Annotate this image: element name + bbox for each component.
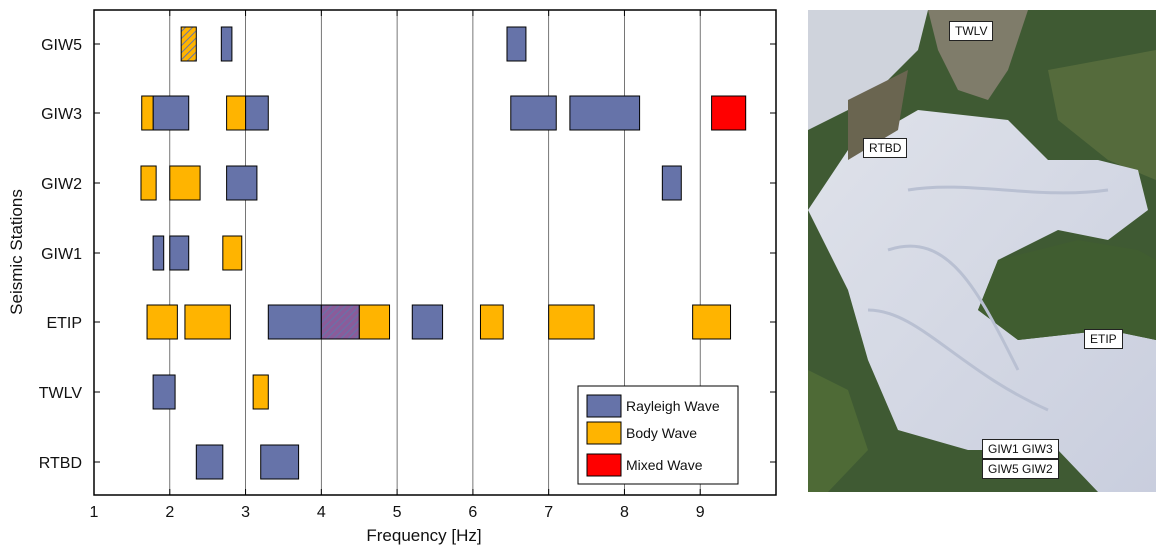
rayleigh-wave-bar — [506, 26, 527, 62]
rayleigh-legend-label: Rayleigh Wave — [626, 398, 720, 414]
rayleigh-legend-swatch — [586, 394, 622, 418]
body-wave-bar — [146, 304, 178, 340]
body-wave-bar — [226, 95, 247, 131]
x-tick-labels: 1 2 3 4 5 6 7 8 9 — [90, 504, 705, 521]
y-axis-title: Seismic Stations — [7, 189, 26, 315]
legend: Rayleigh Wave Body Wave Mixed Wave — [577, 385, 739, 485]
mixed-wave-bar — [711, 95, 747, 131]
x-axis-title: Frequency [Hz] — [366, 526, 481, 545]
x-tick-label: 3 — [241, 504, 250, 521]
rayleigh-wave-bar — [260, 444, 300, 480]
body-wave-bar — [141, 95, 154, 131]
mixed-legend-label: Mixed Wave — [626, 457, 703, 473]
body-legend-swatch — [586, 421, 622, 445]
glacier-map: TWLV RTBD ETIP GIW1 GIW3 GIW5 GIW2 — [808, 10, 1156, 492]
body-wave-bar — [479, 304, 504, 340]
body-wave-bar — [180, 26, 197, 62]
bars — [140, 26, 747, 480]
mixed-wave-bar — [320, 304, 360, 340]
rayleigh-wave-bar — [169, 235, 190, 271]
x-tick-label: 6 — [468, 504, 477, 521]
y-tick-label: GIW5 — [41, 37, 82, 54]
rayleigh-wave-bar — [245, 95, 269, 131]
x-tick-label: 2 — [165, 504, 174, 521]
map-label-giw5-giw2: GIW5 GIW2 — [982, 459, 1059, 479]
y-tick-label: RTBD — [39, 455, 82, 472]
y-tick-labels: GIW5 GIW3 GIW2 GIW1 ETIP TWLV RTBD — [39, 37, 83, 472]
x-tick-label: 1 — [90, 504, 99, 521]
y-tick-label: TWLV — [39, 385, 83, 402]
rayleigh-wave-bar — [569, 95, 641, 131]
body-wave-bar — [169, 165, 201, 201]
rayleigh-wave-bar — [220, 26, 233, 62]
x-tick-label: 9 — [696, 504, 705, 521]
rayleigh-wave-bar — [152, 95, 190, 131]
rayleigh-wave-bar — [661, 165, 682, 201]
x-tick-label: 5 — [393, 504, 402, 521]
rayleigh-wave-bar — [152, 235, 165, 271]
rayleigh-wave-bar — [152, 374, 176, 410]
body-wave-bar — [692, 304, 732, 340]
map-label-giw1-giw3: GIW1 GIW3 — [982, 439, 1059, 459]
x-tick-label: 8 — [620, 504, 629, 521]
body-wave-bar — [140, 165, 157, 201]
frequency-band-chart: 1 2 3 4 5 6 7 8 9 GIW5 GIW3 GIW2 GIW1 ETIP TWLV RTBD F… — [7, 9, 777, 545]
y-tick-label: GIW3 — [41, 106, 82, 123]
plot-frame — [93, 9, 777, 496]
map-label-rtbd: RTBD — [863, 138, 908, 158]
rayleigh-wave-bar — [510, 95, 557, 131]
mixed-legend-swatch — [586, 453, 622, 477]
glacier-satellite-image — [808, 10, 1156, 492]
body-wave-bar — [222, 235, 243, 271]
body-wave-bar — [252, 374, 269, 410]
body-wave-bar — [548, 304, 595, 340]
rayleigh-wave-bar — [195, 444, 224, 480]
body-wave-bar — [358, 304, 391, 340]
y-tick-label: GIW1 — [41, 246, 82, 263]
y-tick-label: ETIP — [46, 315, 82, 332]
rayleigh-wave-bar — [411, 304, 444, 340]
x-tick-label: 7 — [544, 504, 553, 521]
y-tick-label: GIW2 — [41, 176, 82, 193]
body-legend-label: Body Wave — [626, 425, 697, 441]
map-label-twlv: TWLV — [949, 21, 994, 41]
map-label-etip: ETIP — [1084, 329, 1123, 349]
x-tick-label: 4 — [317, 504, 326, 521]
body-wave-bar — [184, 304, 231, 340]
rayleigh-wave-bar — [267, 304, 322, 340]
rayleigh-wave-bar — [226, 165, 258, 201]
